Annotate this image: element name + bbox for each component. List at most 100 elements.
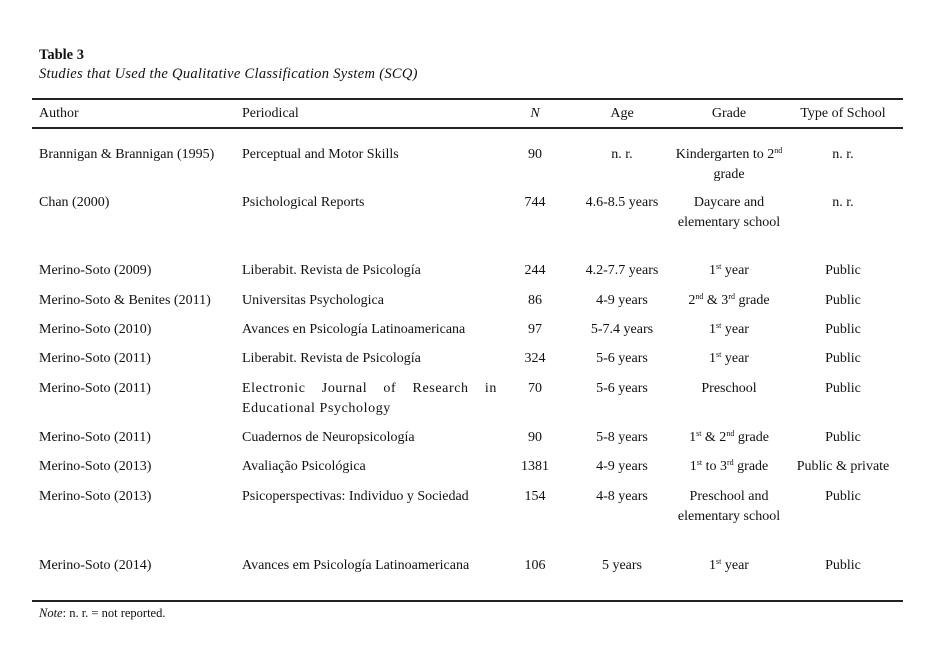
n-cell: 97: [528, 322, 542, 337]
ordinal-suffix: st: [716, 262, 722, 271]
header-periodical: Periodical: [242, 106, 299, 121]
n-cell: 154: [524, 489, 546, 504]
periodical-cell: Psichological Reports: [242, 195, 365, 210]
ordinal-suffix: st: [716, 557, 722, 566]
author-cell: Merino-Soto & Benites (2011): [39, 293, 211, 308]
header-age: Age: [610, 106, 634, 121]
author-cell: Merino-Soto (2010): [39, 322, 152, 337]
type-of-school-cell: Public: [825, 381, 861, 396]
table-title: Studies that Used the Qualitative Classi…: [39, 66, 418, 82]
periodical-cell: Perceptual and Motor Skills: [242, 147, 399, 162]
periodical-cell: Electronic Journal of Research in Educat…: [242, 381, 497, 416]
periodical-cell: Liberabit. Revista de Psicología: [242, 263, 421, 278]
ordinal-suffix: st: [696, 429, 702, 438]
ordinal-suffix: st: [696, 458, 703, 467]
header-n: N: [530, 106, 540, 121]
periodical-cell: Avances em Psicología Latinoamericana: [242, 558, 470, 573]
n-cell: 744: [524, 195, 546, 210]
note-text: : n. r. = not reported.: [62, 606, 166, 620]
type-of-school-cell: n. r.: [832, 147, 854, 162]
grade-cell: Daycare and elementary school: [672, 193, 786, 232]
grade-text: & 3: [703, 293, 729, 308]
header-rule: [32, 127, 903, 129]
author-cell: Merino-Soto (2014): [39, 558, 152, 573]
header-grade: Grade: [711, 106, 747, 121]
grade-text: year: [721, 263, 749, 278]
author-cell: Merino-Soto (2009): [39, 263, 152, 278]
age-cell: 5-8 years: [596, 430, 648, 445]
type-of-school-cell: n. r.: [832, 195, 854, 210]
grade-text: year: [721, 558, 749, 573]
author-cell: Brannigan & Brannigan (1995): [39, 147, 215, 162]
grade-text: grade: [734, 293, 770, 308]
age-cell: 4-9 years: [596, 459, 648, 474]
age-cell: 5-7.4 years: [590, 322, 654, 337]
grade-cell: 1st to 3rd grade: [672, 457, 786, 477]
grade-cell: Preschool: [672, 379, 786, 399]
grade-text: 1: [689, 459, 697, 474]
grade-text: 1: [709, 351, 717, 366]
author-cell: Merino-Soto (2011): [39, 430, 151, 445]
type-of-school-cell: Public: [825, 558, 861, 573]
age-cell: 5-6 years: [596, 381, 648, 396]
age-cell: 4-9 years: [596, 293, 648, 308]
grade-text: 1: [689, 430, 697, 445]
note-label: Note: [39, 606, 63, 620]
grade-cell: Preschool and elementary school: [672, 487, 786, 526]
periodical-cell: Liberabit. Revista de Psicología: [242, 351, 421, 366]
grade-text: year: [721, 351, 749, 366]
grade-text: 1: [709, 558, 717, 573]
grade-text: & 2: [701, 430, 727, 445]
grade-text: grade: [733, 459, 769, 474]
age-cell: 4-8 years: [596, 489, 648, 504]
grade-cell: 1st year: [672, 349, 786, 369]
age-cell: n. r.: [611, 147, 633, 162]
table-note: Note: n. r. = not reported.: [39, 606, 165, 621]
header-author: Author: [39, 106, 79, 121]
age-cell: 4.6-8.5 years: [585, 195, 659, 210]
n-cell: 106: [524, 558, 546, 573]
grade-cell: Kindergarten to 2nd grade: [672, 145, 786, 184]
n-cell: 324: [524, 351, 546, 366]
author-cell: Merino-Soto (2011): [39, 381, 151, 396]
age-cell: 5 years: [601, 558, 643, 573]
ordinal-suffix: nd: [774, 146, 783, 155]
grade-text: 1: [709, 322, 717, 337]
type-of-school-cell: Public: [825, 430, 861, 445]
type-of-school-cell: Public: [825, 293, 861, 308]
grade-cell: 2nd & 3rd grade: [672, 291, 786, 311]
top-rule: [32, 98, 903, 100]
periodical-cell: Avaliação Psicológica: [242, 459, 366, 474]
n-cell: 244: [524, 263, 546, 278]
ordinal-suffix: st: [716, 350, 722, 359]
n-cell: 90: [528, 147, 542, 162]
grade-cell: 1st year: [672, 261, 786, 281]
n-cell: 90: [528, 430, 542, 445]
grade-text: grade: [734, 430, 769, 445]
periodical-cell: Cuadernos de Neuropsicología: [242, 430, 415, 445]
bottom-rule: [32, 600, 903, 602]
n-cell: 70: [528, 381, 542, 396]
grade-text: 2: [688, 293, 696, 308]
ordinal-suffix: nd: [695, 292, 704, 301]
n-cell: 86: [528, 293, 542, 308]
grade-text: Kindergarten to 2: [675, 147, 775, 162]
age-cell: 4.2-7.7 years: [585, 263, 659, 278]
grade-text: Preschool: [701, 381, 757, 396]
header-type-of-school: Type of School: [800, 106, 886, 121]
type-of-school-cell: Public: [825, 322, 861, 337]
table-label: Table 3: [39, 47, 84, 63]
grade-text: Preschool and elementary school: [677, 489, 781, 524]
type-of-school-cell: Public: [825, 351, 861, 366]
type-of-school-cell: Public & private: [796, 459, 890, 474]
grade-cell: 1st year: [672, 556, 786, 576]
grade-text: Daycare and elementary school: [677, 195, 781, 230]
periodical-cell: Avances en Psicología Latinoamericana: [242, 322, 466, 337]
author-cell: Chan (2000): [39, 195, 110, 210]
ordinal-suffix: rd: [728, 292, 735, 301]
periodical-cell: Psicoperspectivas: Individuo y Sociedad: [242, 489, 469, 504]
periodical-cell: Universitas Psychologica: [242, 293, 384, 308]
age-cell: 5-6 years: [596, 351, 648, 366]
ordinal-suffix: st: [716, 321, 722, 330]
n-cell: 1381: [521, 459, 549, 474]
